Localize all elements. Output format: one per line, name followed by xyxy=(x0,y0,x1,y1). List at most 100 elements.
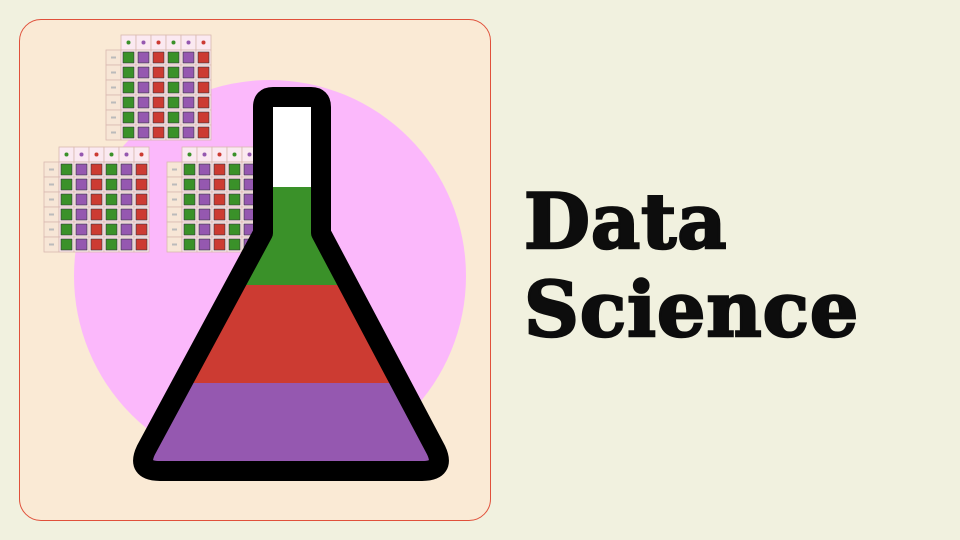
grid-row-mark xyxy=(49,228,54,231)
grid-cell xyxy=(75,193,88,206)
grid-cell xyxy=(120,178,133,191)
grid-cell xyxy=(167,66,180,79)
grid-cell xyxy=(105,178,118,191)
grid-cell xyxy=(213,223,226,236)
logo-panel xyxy=(19,19,491,521)
grid-cell xyxy=(105,223,118,236)
grid-cell xyxy=(60,208,73,221)
grid-header-dot xyxy=(202,152,207,157)
grid-cell xyxy=(60,223,73,236)
flask-outline xyxy=(133,87,449,481)
flask-layer-purple xyxy=(143,383,439,471)
grid-cell xyxy=(197,81,210,94)
logo-illustration xyxy=(43,34,466,481)
grid-row-mark xyxy=(49,183,54,186)
grid-cell xyxy=(228,178,241,191)
grid-row-mark xyxy=(172,243,177,246)
grid-cell xyxy=(135,238,148,251)
grid-header-dot xyxy=(139,152,144,157)
grid-cell xyxy=(137,126,150,139)
grid-cell xyxy=(198,238,211,251)
title-line-2: Science xyxy=(523,264,860,355)
grid-cell xyxy=(213,238,226,251)
grid-cell xyxy=(122,111,135,124)
grid-cell xyxy=(152,51,165,64)
grid-cell xyxy=(122,66,135,79)
grid-cell xyxy=(135,193,148,206)
grid-cell xyxy=(75,208,88,221)
grid-header-dot xyxy=(79,152,84,157)
page-title: Data Science xyxy=(523,176,860,355)
grid-cell xyxy=(197,66,210,79)
grid-cell xyxy=(137,81,150,94)
grid-cell xyxy=(198,208,211,221)
grid-cell xyxy=(75,163,88,176)
grid-cell xyxy=(198,178,211,191)
grid-cell xyxy=(182,81,195,94)
grid-header-dot xyxy=(217,152,222,157)
grid-cell xyxy=(122,81,135,94)
grid-cell xyxy=(182,66,195,79)
grid-row-mark xyxy=(111,56,116,59)
grid-cell xyxy=(228,238,241,251)
data-grid-icon xyxy=(105,34,212,141)
grid-cell xyxy=(213,208,226,221)
grid-cell xyxy=(167,111,180,124)
grid-cell xyxy=(228,223,241,236)
grid-row-mark xyxy=(111,116,116,119)
grid-cell xyxy=(183,208,196,221)
grid-header-dot xyxy=(187,152,192,157)
grid-cell xyxy=(167,81,180,94)
grid-cell xyxy=(198,223,211,236)
grid-row-mark xyxy=(111,86,116,89)
grid-header-dot xyxy=(186,40,191,45)
grid-cell xyxy=(105,208,118,221)
grid-cell xyxy=(90,208,103,221)
grid-cell xyxy=(90,223,103,236)
grid-cell xyxy=(228,208,241,221)
grid-header-dot xyxy=(94,152,99,157)
grid-cell xyxy=(135,223,148,236)
grid-header-dot xyxy=(124,152,129,157)
grid-cell xyxy=(135,178,148,191)
grid-cell xyxy=(120,208,133,221)
grid-row-mark xyxy=(172,213,177,216)
grid-cell xyxy=(213,163,226,176)
grid-cell xyxy=(137,51,150,64)
grid-header-dot xyxy=(126,40,131,45)
grid-cell xyxy=(122,126,135,139)
grid-cell xyxy=(135,163,148,176)
grid-cell xyxy=(105,163,118,176)
grid-cell xyxy=(75,178,88,191)
grid-cell xyxy=(60,193,73,206)
grid-row-mark xyxy=(49,243,54,246)
grid-cell xyxy=(213,193,226,206)
data-grid-icon xyxy=(43,146,150,253)
grid-cell xyxy=(198,193,211,206)
grid-cell xyxy=(183,238,196,251)
grid-header-dot xyxy=(109,152,114,157)
grid-cell xyxy=(137,96,150,109)
grid-cell xyxy=(137,66,150,79)
grid-header-dot xyxy=(232,152,237,157)
grid-cell xyxy=(90,238,103,251)
grid-cell xyxy=(197,51,210,64)
grid-cell xyxy=(120,238,133,251)
grid-cell xyxy=(152,66,165,79)
grid-cell xyxy=(182,51,195,64)
grid-cell xyxy=(152,96,165,109)
grid-cell xyxy=(197,111,210,124)
grid-row-mark xyxy=(111,131,116,134)
grid-cell xyxy=(120,193,133,206)
grid-cell xyxy=(167,126,180,139)
grid-cell xyxy=(228,163,241,176)
grid-header-dot xyxy=(156,40,161,45)
grid-cell xyxy=(90,178,103,191)
grid-row-mark xyxy=(49,198,54,201)
grid-cell xyxy=(152,126,165,139)
grid-cell xyxy=(137,111,150,124)
grid-cell xyxy=(183,178,196,191)
grid-cell xyxy=(197,126,210,139)
grid-cell xyxy=(167,51,180,64)
grid-cell xyxy=(152,111,165,124)
